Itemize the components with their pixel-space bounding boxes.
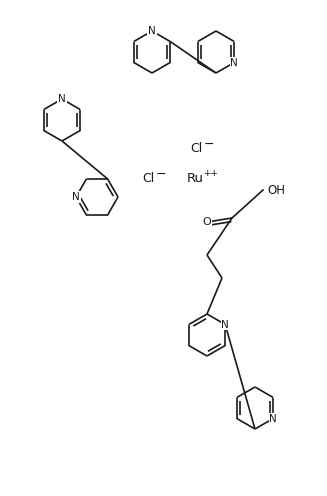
Text: N: N — [230, 58, 238, 67]
Text: −: − — [204, 137, 214, 150]
Text: N: N — [269, 414, 277, 424]
Text: N: N — [72, 192, 80, 202]
Text: ++: ++ — [203, 169, 218, 178]
Text: N: N — [221, 319, 229, 329]
Text: Cl: Cl — [190, 141, 202, 154]
Text: −: − — [156, 168, 166, 181]
Text: O: O — [203, 217, 211, 227]
Text: N: N — [58, 94, 66, 104]
Text: OH: OH — [267, 184, 285, 196]
Text: Cl: Cl — [142, 172, 154, 185]
Text: N: N — [148, 26, 156, 36]
Text: Ru: Ru — [186, 172, 203, 185]
